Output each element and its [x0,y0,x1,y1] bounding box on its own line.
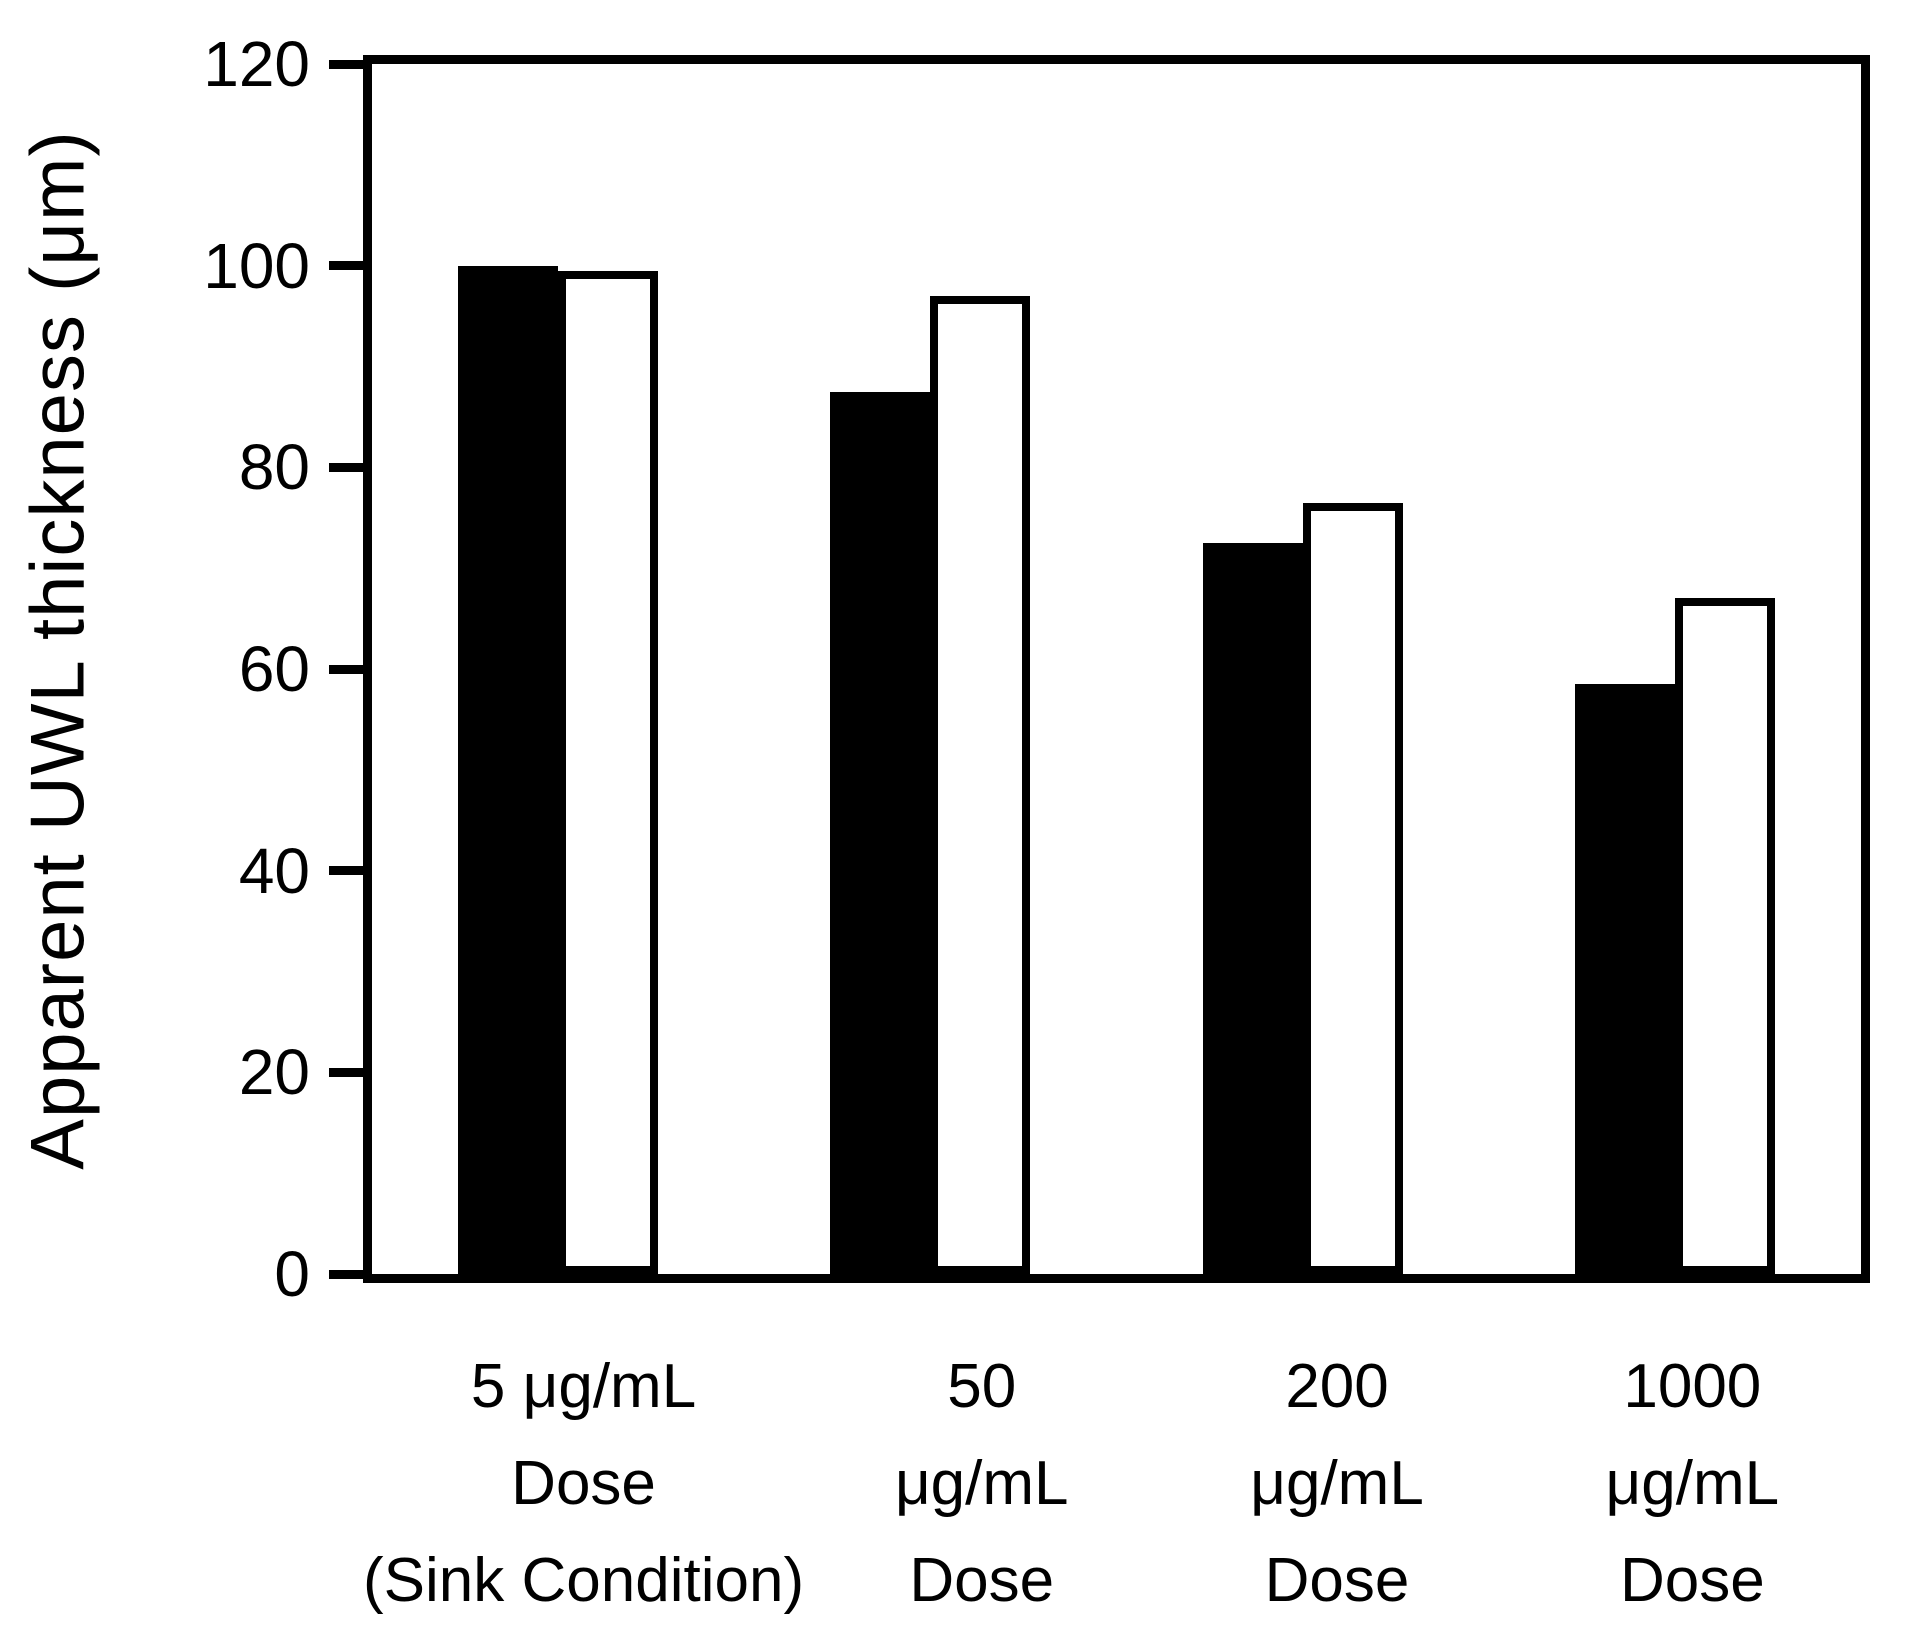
bar-group-4 [1489,64,1861,1274]
y-tick-label-0: 0 [274,1238,310,1310]
x-label-line: Dose [1264,1546,1410,1615]
bar-white-outlined-group-2 [930,295,1031,1274]
x-label-line: 200 [1285,1352,1389,1421]
y-tick-label-40: 40 [238,834,310,907]
bar-group-1 [372,64,744,1274]
x-category-label-4: 1000 μg/mL Dose [1515,1338,1870,1629]
x-axis-labels: 5 μg/mL Dose (Sink Condition) 50 μg/mL Dose 20… [363,1338,1870,1629]
y-tick-label-60: 60 [238,633,310,705]
y-tick-80 [329,462,363,472]
x-label-line: μg/mL [894,1449,1069,1518]
bar-group-2 [744,64,1116,1274]
bar-black-filled-group-2 [830,391,931,1274]
x-label-line: (Sink Condition) [363,1546,805,1615]
x-category-label-1: 5 μg/mL Dose (Sink Condition) [363,1338,804,1629]
y-tick-100 [329,261,363,271]
bar-groups [372,64,1861,1274]
y-tick-20 [329,1067,363,1077]
x-label-line: Dose [511,1449,656,1518]
bar-white-outlined-group-1 [558,270,659,1274]
x-category-label-3: 200 μg/mL Dose [1159,1338,1514,1629]
x-category-label-2: 50 μg/mL Dose [804,1338,1159,1629]
y-tick-label-120: 120 [203,28,310,100]
x-label-line: 50 [947,1352,1017,1421]
x-label-line: Dose [1619,1546,1765,1615]
x-label-line: 5 μg/mL [470,1352,697,1421]
y-tick-label-80: 80 [238,431,310,504]
x-label-line: μg/mL [1605,1449,1780,1518]
bar-black-filled-group-3 [1202,542,1303,1274]
y-tick-120 [329,59,363,69]
bar-black-filled-group-1 [458,265,559,1274]
x-label-line: 1000 [1623,1352,1762,1421]
y-tick-label-100: 100 [203,229,310,302]
y-axis-title: Apparent UWL thickness (μm) [15,130,101,1170]
bar-group-3 [1117,64,1489,1274]
bar-white-outlined-group-3 [1302,502,1403,1274]
y-tick-0 [329,1269,363,1279]
bar-black-filled-group-4 [1574,684,1675,1274]
y-tick-60 [329,664,363,674]
x-label-line: Dose [909,1546,1055,1615]
plot-area: 0 20 40 60 80 100 120 [203,32,1870,1306]
y-tick-40 [329,866,363,876]
bar-white-outlined-group-4 [1674,598,1775,1274]
x-label-line: μg/mL [1250,1449,1424,1518]
y-tick-label-20: 20 [238,1036,310,1109]
